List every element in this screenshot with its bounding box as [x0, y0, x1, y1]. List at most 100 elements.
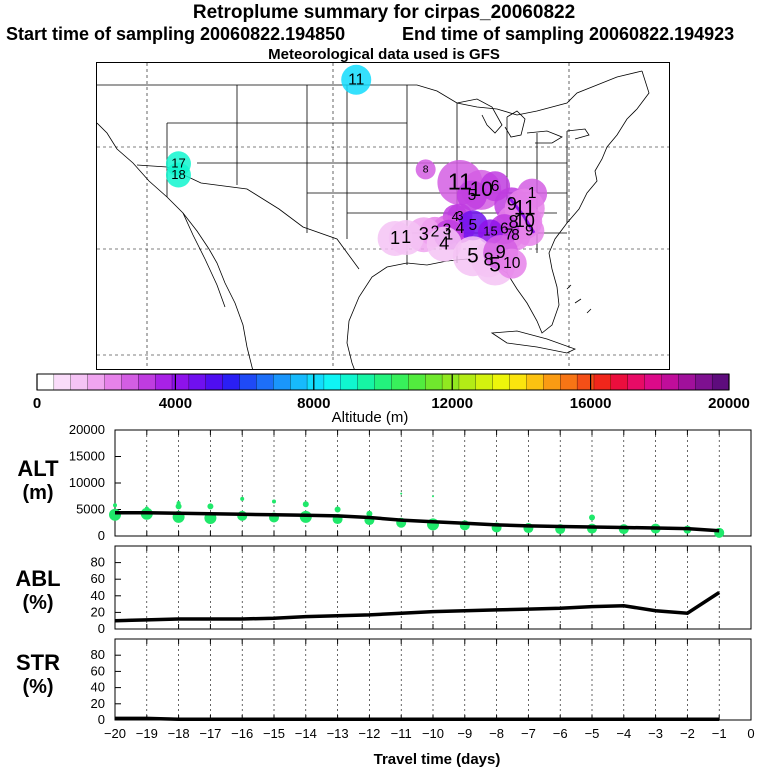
y-tick-label: 10000 — [69, 475, 105, 490]
plume-trajectory — [507, 196, 536, 234]
colorbar-cell — [205, 373, 224, 391]
plume-bubbles — [165, 64, 548, 286]
colorbar-cell — [36, 373, 55, 391]
bahamas — [566, 284, 592, 314]
time-series-panels: ALT (m) ABL (%) STR (%) 20000 15000 10000 5… — [0, 422, 768, 768]
plume-label: 4 — [452, 209, 459, 224]
plume-bubble — [415, 159, 436, 180]
colorbar-svg: 0 4000 8000 12000 16000 20000 Altitude (m) — [33, 373, 750, 426]
plume-label: 10 — [515, 211, 535, 231]
y-tick-label: 20000 — [69, 424, 105, 437]
colorbar-cell — [678, 373, 696, 391]
y-tick-label: 0 — [98, 528, 105, 543]
plume-label: 3 — [456, 208, 463, 223]
alt-dot — [144, 506, 149, 511]
x-axis-label: Travel time (days) — [374, 751, 501, 768]
plume-label: 11 — [348, 71, 364, 88]
basemap — [97, 70, 650, 369]
colorbar-cell — [323, 373, 342, 391]
y-tick-label: 0 — [98, 621, 105, 636]
y-tick-label: 80 — [91, 647, 105, 662]
str-label-line1: STR — [16, 650, 60, 675]
x-tick-label: −12 — [358, 726, 380, 741]
y-tick-label: 20 — [91, 604, 105, 619]
alt-dot — [175, 503, 182, 510]
abl-panel-label: ABL (%) — [15, 566, 60, 614]
plume-label: 5 — [489, 254, 501, 277]
x-tick-label: −11 — [391, 726, 412, 741]
x-tick-label: −16 — [231, 726, 253, 741]
colorbar-cell — [543, 373, 561, 391]
colorbar-cell — [53, 373, 72, 391]
alt-dot — [589, 514, 595, 521]
plume-bubble — [496, 248, 527, 279]
alt-panel: 20000 15000 10000 5000 0 — [69, 422, 752, 543]
alt-dot — [432, 495, 434, 498]
colorbar-cell — [593, 373, 612, 391]
plume-bubble — [456, 180, 487, 211]
plume-bubble — [341, 64, 372, 95]
y-tick-label: 40 — [91, 680, 105, 695]
y-tick-label: 40 — [91, 588, 105, 603]
met-data-label: Meteorological data used is GFS — [268, 46, 500, 63]
str-panel-label: STR (%) — [16, 650, 60, 698]
str-line — [115, 716, 720, 721]
plume-label: 15 — [483, 224, 497, 239]
retroplume-map: 11 17 18 8 11 10 6 5 9 1 11 8 10 9 7 8 6 4 3 4 5 3 2 3 1 1 1 4 15 5 8 5… — [96, 62, 670, 370]
alt-mean-line — [115, 510, 720, 533]
colorbar-cell — [222, 373, 240, 391]
start-time-label: Start time of sampling 20060822.194850 — [6, 24, 346, 44]
x-tick-label: −8 — [489, 726, 504, 741]
plume-label: 8 — [509, 212, 519, 232]
x-tick-label: −9 — [457, 726, 472, 741]
y-tick-label: 60 — [91, 663, 105, 678]
colorbar-tick-label: 8000 — [297, 395, 330, 412]
colorbar-cell — [374, 373, 392, 391]
y-tick-label: 15000 — [69, 449, 105, 464]
plume-label: 10 — [470, 178, 493, 201]
x-tick-label: −17 — [199, 726, 221, 741]
y-tick-label: 60 — [91, 571, 105, 586]
colorbar-cell — [104, 373, 122, 391]
x-tick-label: −15 — [263, 726, 285, 741]
colorbar-cell — [475, 373, 494, 391]
colorbar-cell — [526, 373, 544, 391]
plume-label: 1 — [401, 227, 411, 247]
x-tick-label: −6 — [553, 726, 568, 741]
plume-label: 7 — [505, 226, 514, 243]
colorbar-cell — [560, 373, 578, 391]
x-tick-label: −19 — [136, 726, 158, 741]
colorbar-cell — [492, 373, 511, 391]
alt-dot — [334, 506, 341, 513]
colorbar-tick-label: 16000 — [570, 395, 612, 412]
alt-label-line2: (m) — [22, 482, 53, 504]
x-tick-label: −14 — [295, 726, 317, 741]
x-tick-label: −5 — [585, 726, 600, 741]
plume-label: 9 — [525, 223, 534, 240]
colorbar: 0 4000 8000 12000 16000 20000 Altitude (m) — [0, 372, 768, 432]
colorbar-tick-label: 20000 — [708, 395, 750, 412]
y-tick-label: 20 — [91, 696, 105, 711]
plume-label: 5 — [468, 187, 477, 204]
baja — [182, 212, 226, 308]
west-coast — [97, 122, 253, 369]
x-tick-label: −1 — [712, 726, 727, 741]
y-tick-label: 5000 — [76, 502, 105, 517]
plume-label: 6 — [491, 178, 500, 195]
end-time-label: End time of sampling 20060822.194923 — [402, 24, 735, 44]
alt-dot — [366, 510, 373, 517]
colorbar-ticks: 0 4000 8000 12000 16000 20000 — [33, 374, 750, 412]
colorbar-tick-label: 0 — [33, 395, 41, 412]
plume-label: 5 — [467, 244, 479, 267]
colorbar-cell — [610, 373, 629, 391]
plume-label: 17 — [171, 156, 185, 171]
x-tick-label: −2 — [680, 726, 695, 741]
colorbar-cell — [695, 373, 713, 391]
colorbar-cell — [458, 373, 477, 391]
colorbar-cell — [239, 373, 257, 391]
abl-label-line2: (%) — [22, 592, 53, 614]
plume-label: 4 — [456, 220, 465, 237]
colorbar-cell — [644, 373, 662, 391]
